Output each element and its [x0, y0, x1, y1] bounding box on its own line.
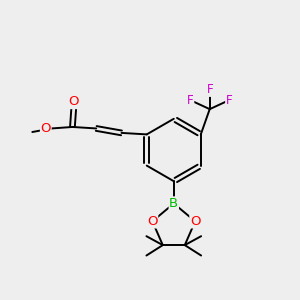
Text: F: F	[187, 94, 194, 107]
Text: O: O	[69, 95, 79, 109]
Text: O: O	[40, 122, 51, 135]
Text: O: O	[190, 215, 200, 228]
Text: F: F	[226, 94, 232, 107]
Text: O: O	[147, 215, 158, 228]
Text: F: F	[206, 83, 213, 96]
Text: B: B	[169, 197, 178, 210]
